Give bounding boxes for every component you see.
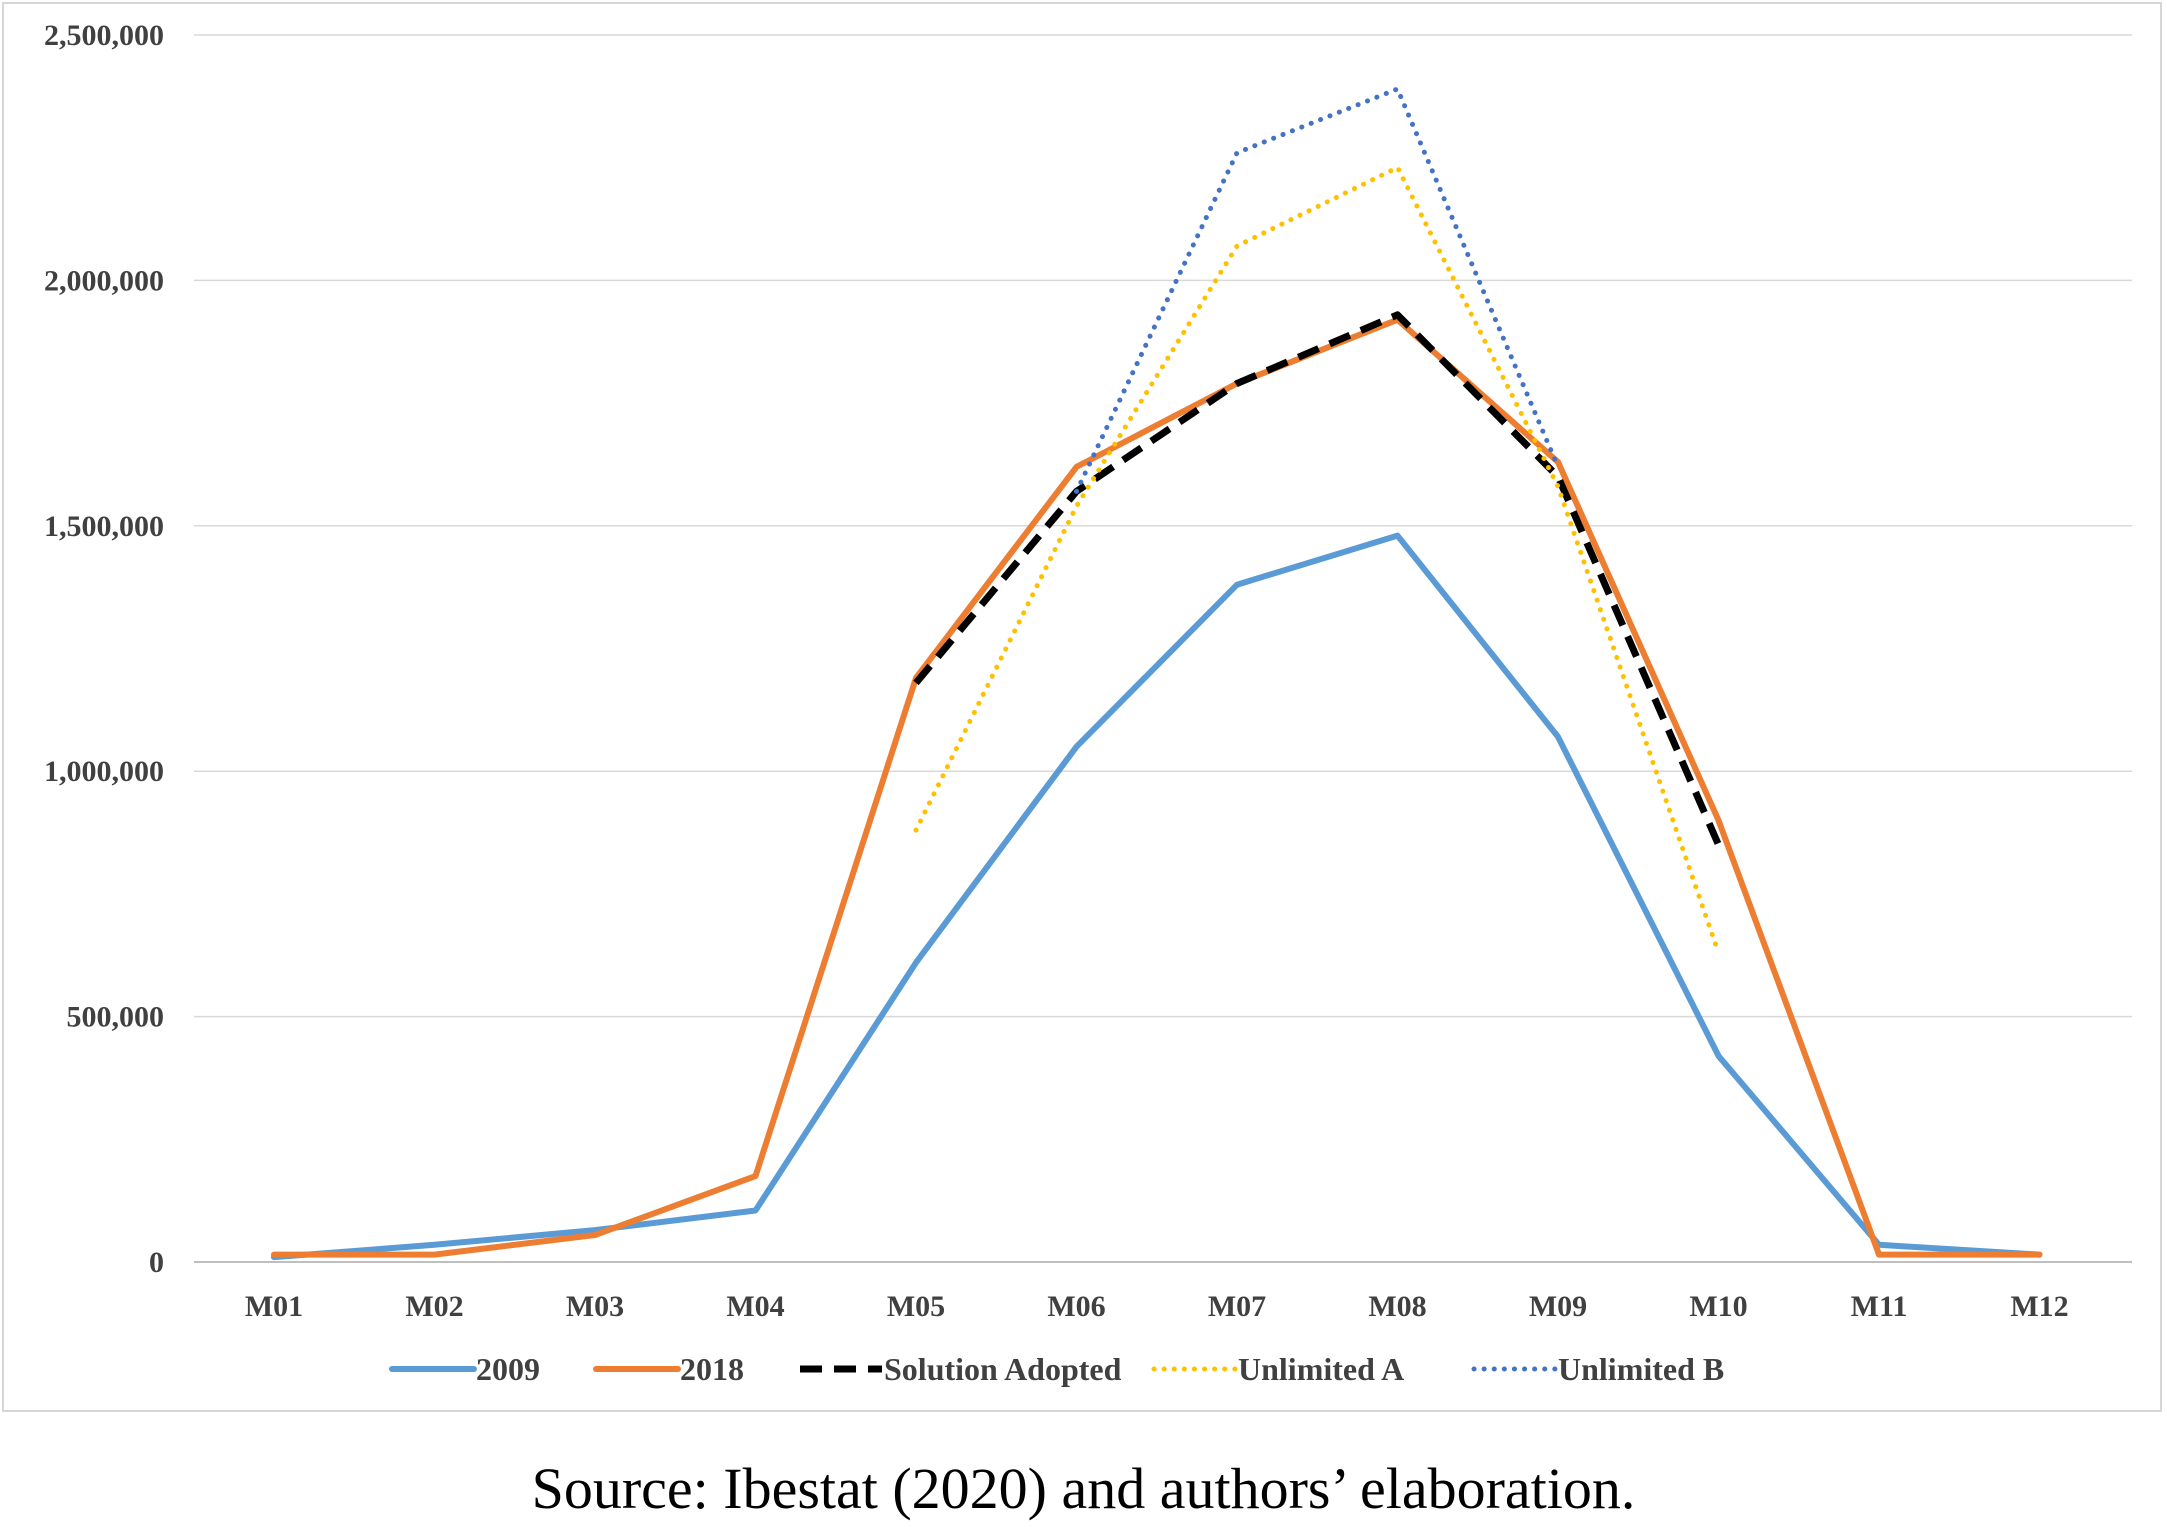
y-tick-label: 2,500,000: [44, 19, 164, 52]
y-tick-label: 1,500,000: [44, 510, 164, 543]
series-line-2009: [271, 532, 2043, 1261]
legend-label-unlimited-a: Unlimited A: [1238, 1351, 1404, 1387]
legend-label-unlimited-b: Unlimited B: [1558, 1351, 1724, 1387]
x-tick-label: M12: [2010, 1290, 2068, 1323]
x-tick-label: M06: [1047, 1290, 1105, 1323]
y-tick-label: 2,000,000: [44, 264, 164, 297]
series-line-2018: [271, 316, 2043, 1258]
x-tick-label: M11: [1851, 1290, 1908, 1323]
legend-label-2009: 2009: [476, 1351, 540, 1387]
legend: 2009 2018 Solution Adopted Unlimited A Unlim…: [389, 1351, 1724, 1387]
y-tick-label: 1,000,000: [44, 755, 164, 788]
x-axis-ticks: M01 M02 M03 M04 M05 M06 M07 M08 M09 M10 M11 M12: [245, 1290, 2069, 1323]
x-tick-label: M04: [726, 1290, 784, 1323]
y-tick-label: 0: [149, 1246, 164, 1279]
legend-label-2018: 2018: [680, 1351, 744, 1387]
chart-frame: 0 500,000 1,000,000 1,500,000 2,000,000 2,500…: [2, 2, 2162, 1412]
y-axis-ticks: 0 500,000 1,000,000 1,500,000 2,000,000 2,500…: [44, 19, 164, 1279]
x-tick-label: M03: [566, 1290, 624, 1323]
y-tick-label: 500,000: [67, 1001, 165, 1034]
x-tick-label: M07: [1208, 1290, 1266, 1323]
line-chart: 0 500,000 1,000,000 1,500,000 2,000,000 2,500…: [44, 19, 2132, 1387]
series-lines: [271, 86, 2043, 1261]
x-tick-label: M05: [887, 1290, 945, 1323]
series-line-solution-adopted: [913, 311, 1722, 847]
series-line-unlimited-a: [913, 165, 1721, 956]
x-tick-label: M10: [1689, 1290, 1747, 1323]
x-tick-label: M01: [245, 1290, 303, 1323]
legend-label-solution-adopted: Solution Adopted: [884, 1351, 1122, 1387]
x-tick-label: M08: [1368, 1290, 1426, 1323]
x-tick-label: M02: [405, 1290, 463, 1323]
source-caption: Source: Ibestat (2020) and authors’ elab…: [531, 1456, 1636, 1521]
x-tick-label: M09: [1529, 1290, 1587, 1323]
gridlines: [194, 34, 2132, 1263]
